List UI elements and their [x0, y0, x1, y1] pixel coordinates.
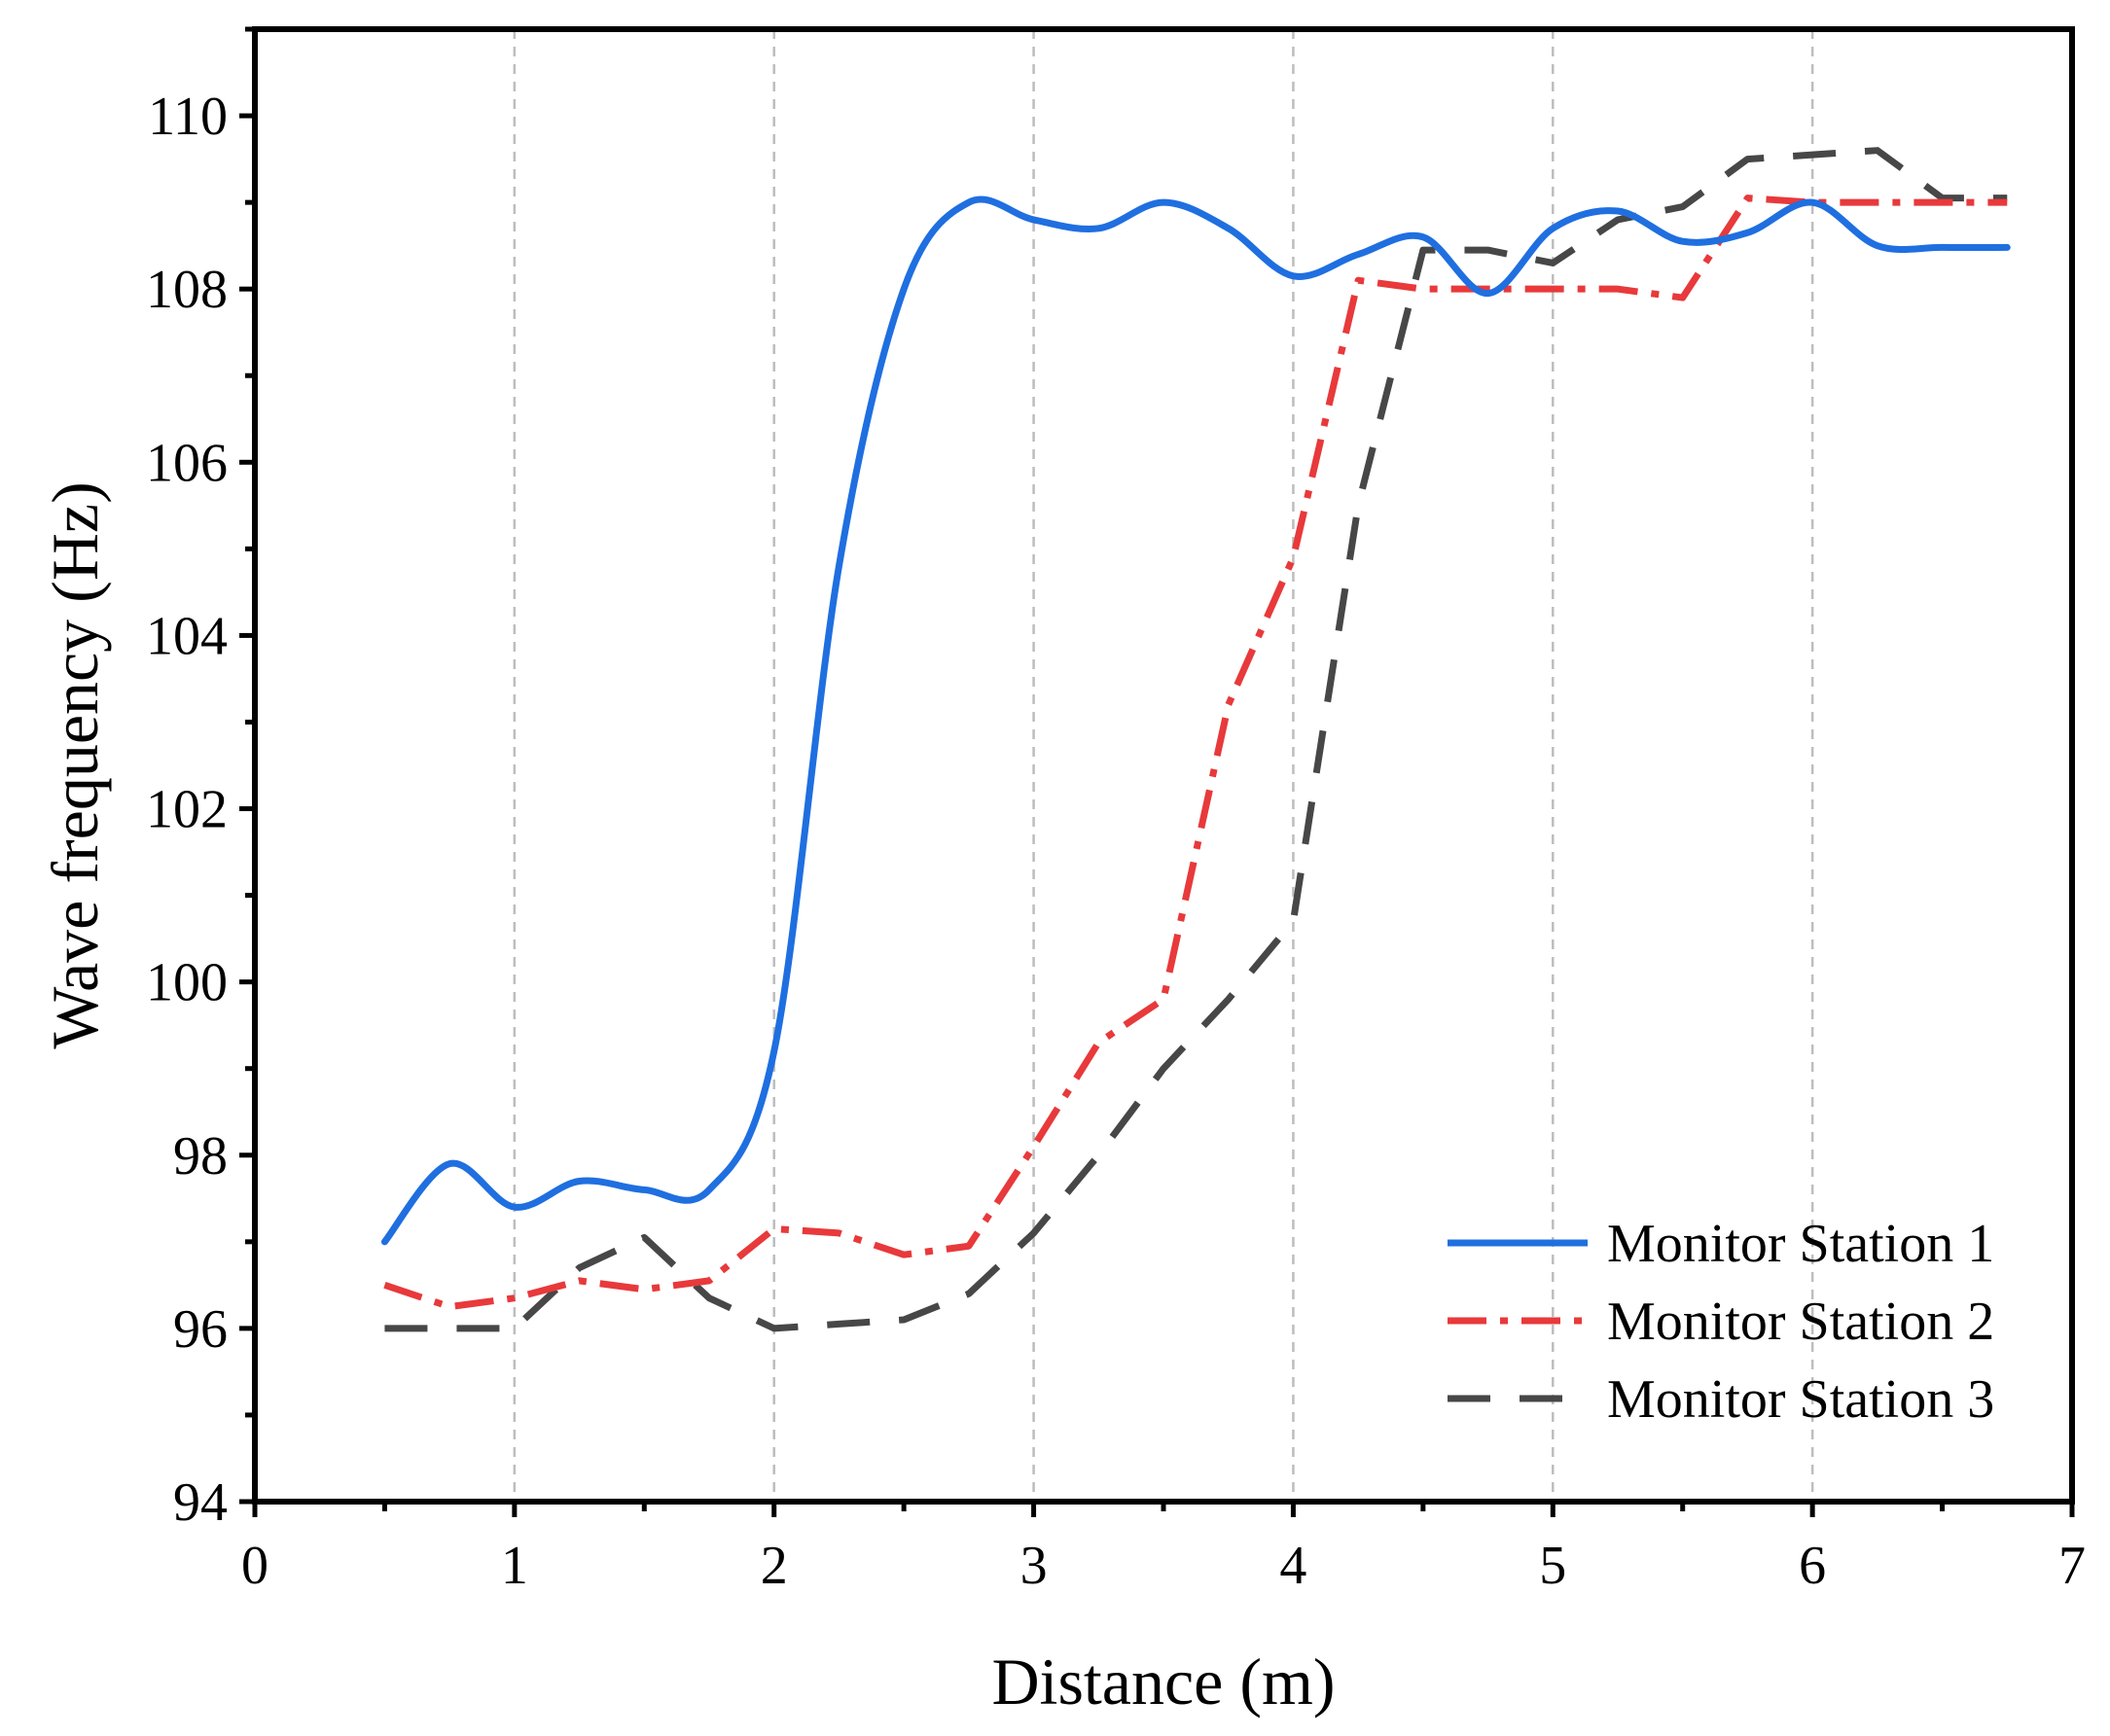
- y-tick-label: 98: [173, 1126, 228, 1187]
- x-tick-label: 7: [2058, 1536, 2086, 1596]
- y-tick-label: 96: [173, 1299, 228, 1360]
- x-tick-label: 5: [1539, 1536, 1566, 1596]
- x-tick-label: 1: [501, 1536, 528, 1596]
- legend-label-station-2: Monitor Station 2: [1607, 1292, 1994, 1352]
- y-tick-label: 102: [146, 780, 228, 840]
- y-tick-label: 104: [146, 606, 228, 666]
- y-tick-label: 106: [146, 433, 228, 493]
- x-tick-label: 3: [1020, 1536, 1048, 1596]
- legend: Monitor Station 1 Monitor Station 2 Monito…: [1448, 1214, 1994, 1430]
- series-line-station-3: [384, 147, 2008, 1332]
- y-tick-label: 94: [173, 1472, 228, 1533]
- y-tick-label: 108: [146, 260, 228, 320]
- series-layer: [380, 147, 2011, 1332]
- series-line-station-2: [383, 195, 2008, 1311]
- legend-label-station-1: Monitor Station 1: [1607, 1214, 1994, 1274]
- x-tick-label: 6: [1799, 1536, 1826, 1596]
- x-tick-label: 4: [1279, 1536, 1306, 1596]
- x-tick-label: 2: [761, 1536, 788, 1596]
- y-axis-title: Wave frequency (Hz): [38, 481, 112, 1049]
- series-line-station-1: [380, 195, 2011, 1246]
- y-tick-label: 110: [148, 87, 228, 147]
- x-axis-title: Distance (m): [991, 1645, 1335, 1718]
- y-tick-label: 100: [146, 953, 228, 1013]
- x-tick-label: 0: [241, 1536, 268, 1596]
- legend-label-station-3: Monitor Station 3: [1607, 1369, 1994, 1430]
- axes: 0 1 2 3 4 5 6 7 94 96 98 100 102 104 106 108 110: [146, 26, 2086, 1596]
